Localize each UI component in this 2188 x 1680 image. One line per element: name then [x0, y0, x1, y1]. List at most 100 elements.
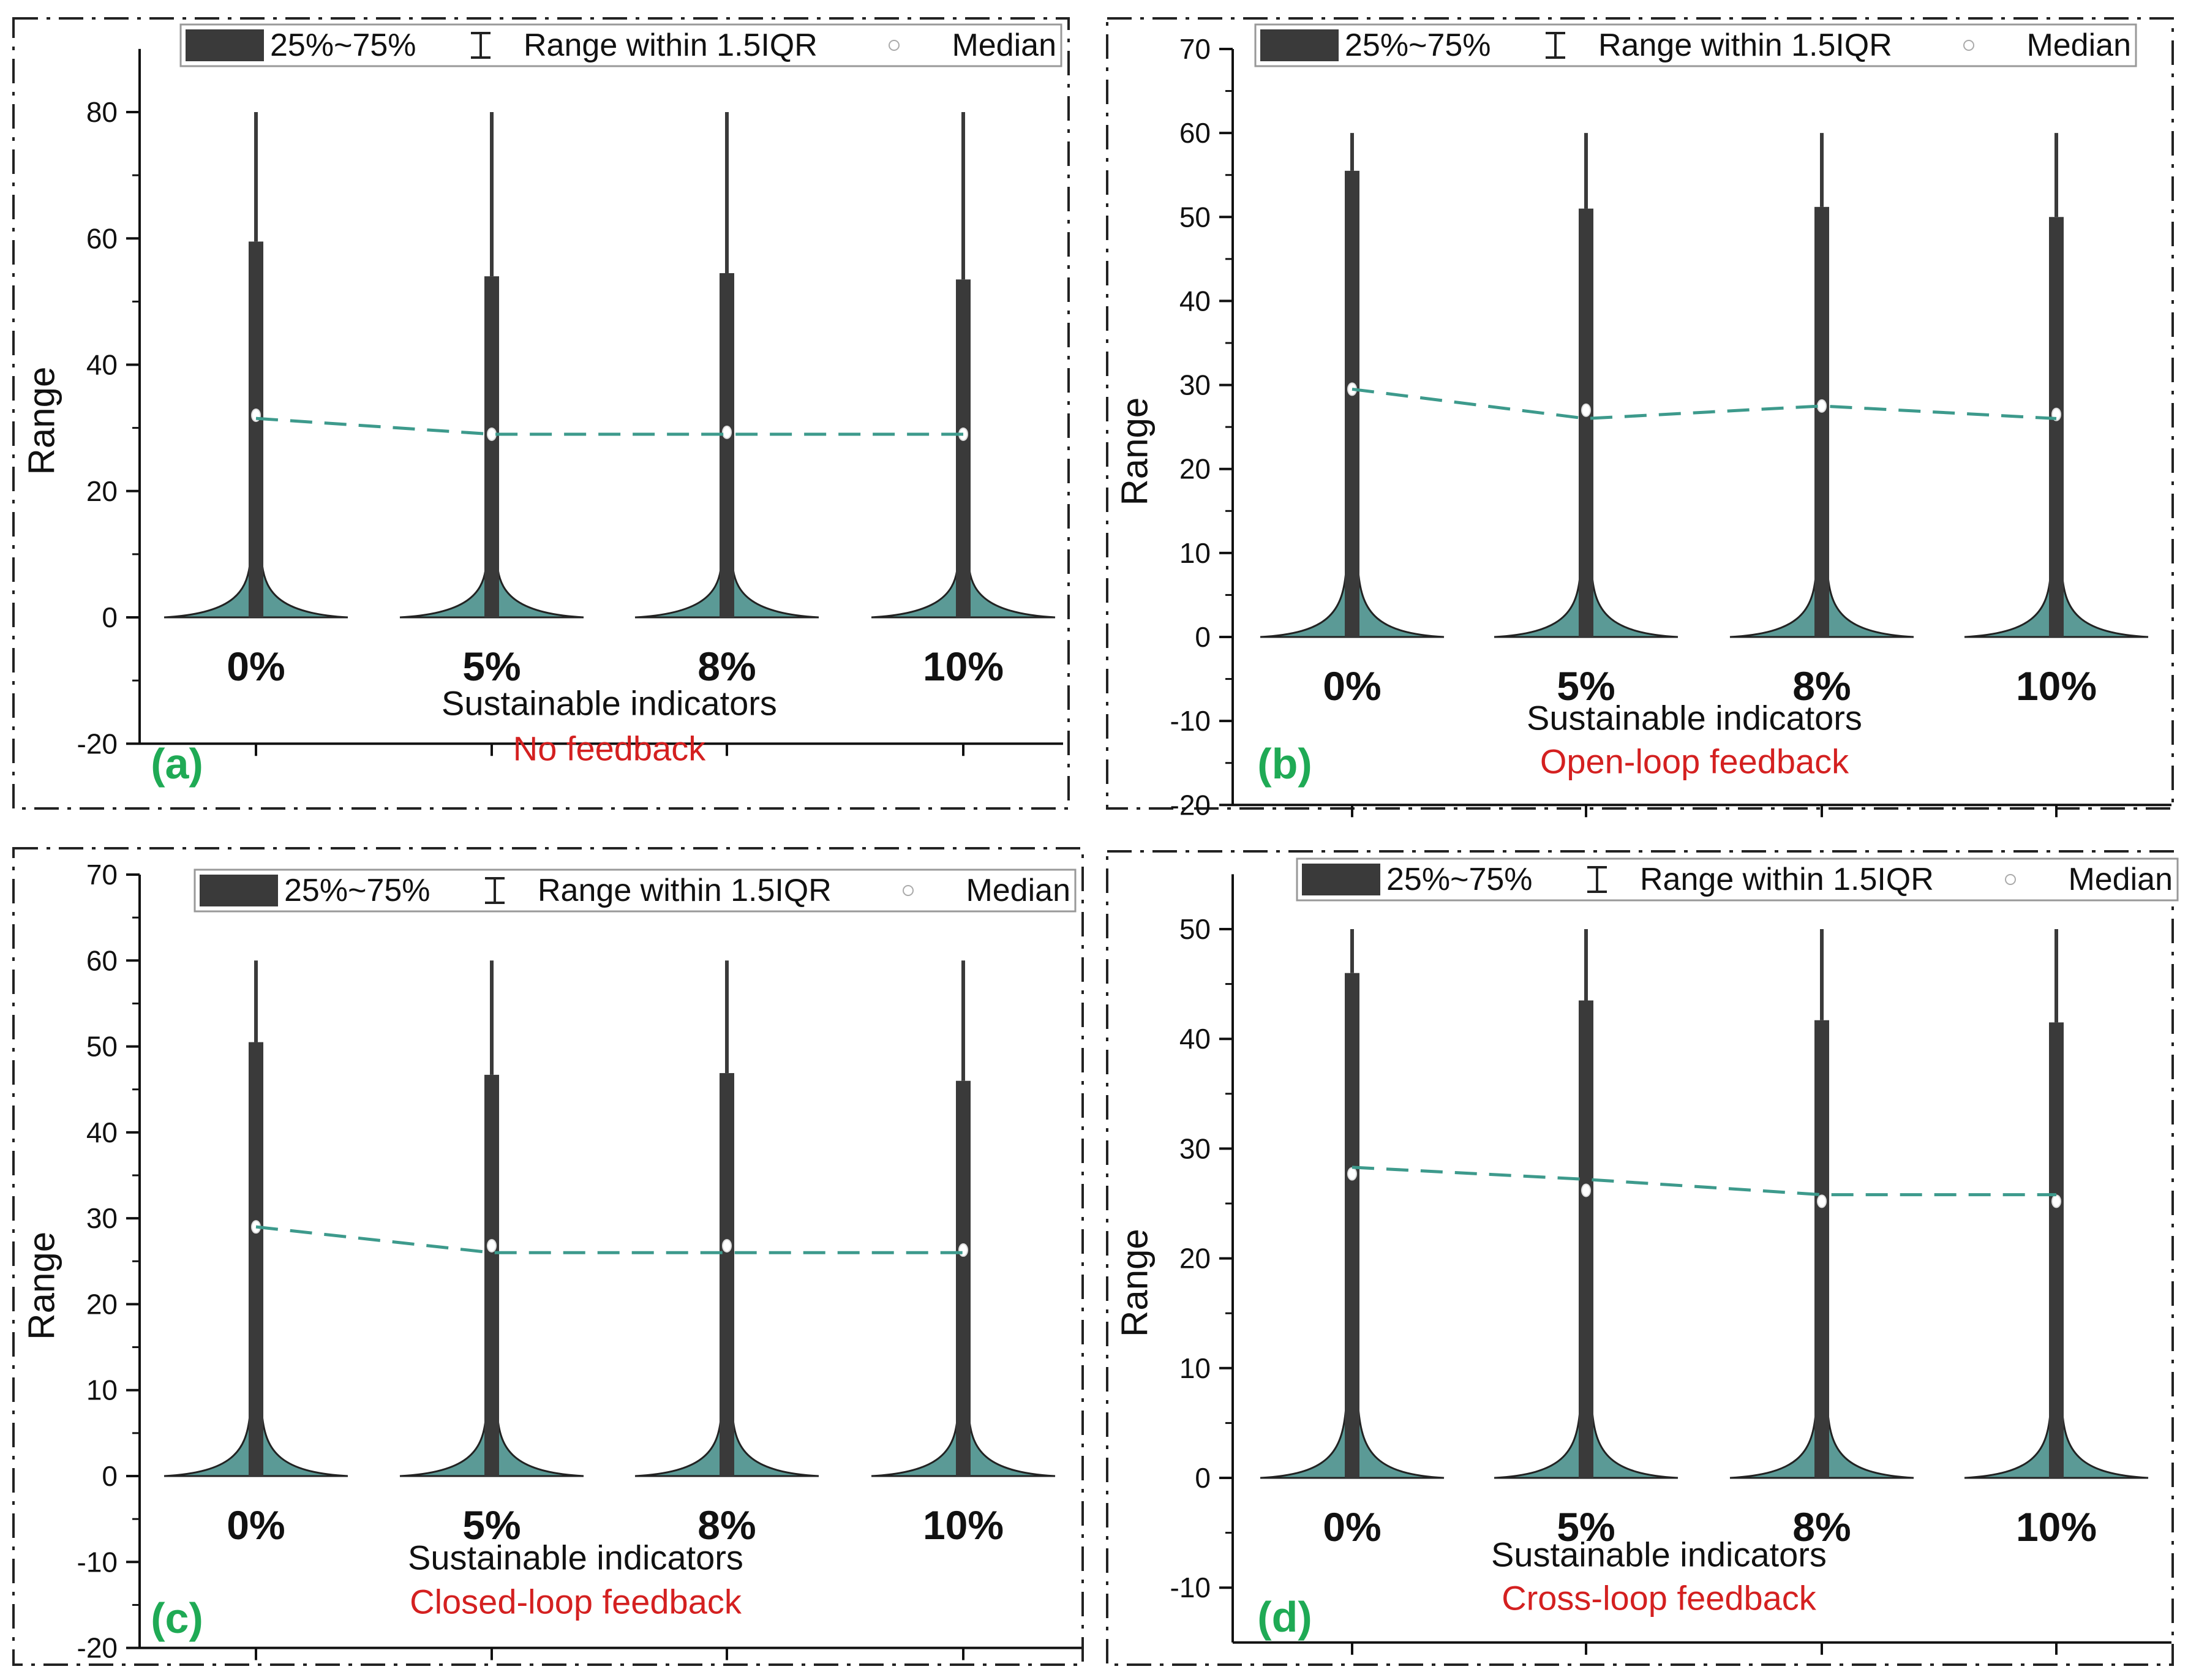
- y-tick-label: 70: [1179, 33, 1211, 65]
- x-tick-label: 8%: [697, 1502, 756, 1548]
- y-tick-label: 80: [86, 96, 118, 128]
- panel-label: (d): [1257, 1593, 1312, 1641]
- x-axis-label: Sustainable indicators: [1527, 699, 1862, 737]
- x-tick-label: 5%: [462, 1502, 521, 1548]
- legend-whisker-label: Range within 1.5IQR: [1598, 28, 1892, 63]
- iqr-box: [1579, 208, 1593, 638]
- panel-frame: [12, 847, 1084, 1666]
- violin-0: 0%: [164, 960, 348, 1548]
- y-tick-label: -20: [77, 1632, 118, 1664]
- legend: 25%~75% Range within 1.5IQR Median: [179, 23, 1062, 67]
- x-tick-label: 10%: [2016, 1504, 2097, 1550]
- y-tick-label: 60: [86, 222, 118, 254]
- legend-whisker-icon: [485, 877, 505, 904]
- iqr-box: [249, 241, 263, 617]
- legend-median-label: Median: [2068, 862, 2173, 897]
- panel-frame: [1106, 17, 2174, 810]
- iqr-box: [1814, 1020, 1829, 1478]
- median-marker: [1817, 1194, 1827, 1208]
- legend-whisker-icon: [471, 32, 491, 59]
- iqr-box: [720, 273, 734, 617]
- y-axis-label: Range: [21, 1232, 62, 1340]
- legend-median-icon: [1963, 40, 1974, 51]
- median-marker: [722, 425, 732, 439]
- violin-1: 5%: [399, 960, 584, 1548]
- legend-whisker-label: Range within 1.5IQR: [1640, 862, 1934, 897]
- violin-3: 10%: [871, 112, 1056, 689]
- panel-label: (c): [151, 1594, 203, 1642]
- median-marker: [722, 1239, 732, 1253]
- y-tick-label: 30: [1179, 1132, 1211, 1164]
- violin-2: 8%: [1729, 929, 1914, 1550]
- median-marker: [1581, 1183, 1591, 1197]
- legend-median-icon: [889, 40, 900, 51]
- iqr-box: [249, 1042, 263, 1476]
- violin-1: 5%: [1494, 929, 1679, 1550]
- x-tick-label: 5%: [1557, 1504, 1615, 1550]
- panel-caption: Closed-loop feedback: [410, 1583, 742, 1621]
- y-tick-label: -10: [77, 1546, 118, 1578]
- y-tick-label: -10: [1170, 705, 1211, 737]
- legend-median-icon: [903, 885, 914, 896]
- median-marker: [2051, 1194, 2061, 1208]
- legend-box: [1254, 23, 2137, 67]
- y-tick-label: 30: [1179, 369, 1211, 401]
- x-axis-label: Sustainable indicators: [442, 684, 777, 723]
- x-tick-label: 5%: [1557, 663, 1615, 709]
- iqr-box: [1579, 1000, 1593, 1478]
- median-marker: [1347, 1167, 1357, 1181]
- legend-median-label: Median: [2026, 28, 2131, 63]
- panel-label: (b): [1257, 740, 1312, 788]
- y-tick-label: 40: [1179, 1023, 1211, 1055]
- violin-0: 0%: [1260, 133, 1445, 709]
- legend-box: [1296, 857, 2179, 902]
- y-tick-label: -10: [1170, 1572, 1211, 1603]
- y-tick-label: 30: [86, 1202, 118, 1234]
- panel-label: (a): [151, 740, 203, 788]
- y-tick-label: 50: [1179, 913, 1211, 945]
- legend: 25%~75% Range within 1.5IQR Median: [1254, 23, 2137, 67]
- legend-iqr-label: 25%~75%: [270, 28, 416, 63]
- legend-iqr-swatch: [1302, 864, 1380, 895]
- violin-1: 5%: [399, 112, 584, 689]
- median-marker: [1817, 399, 1827, 413]
- y-tick-label: 20: [86, 475, 118, 507]
- legend-iqr-swatch: [200, 875, 278, 906]
- iqr-box: [720, 1073, 734, 1476]
- legend-median-label: Median: [966, 873, 1070, 908]
- x-tick-label: 8%: [1792, 1504, 1851, 1550]
- iqr-box: [956, 1080, 971, 1476]
- x-tick-label: 8%: [1792, 663, 1851, 709]
- chart-panel-1: -20 -10 0 10 20 30 40 50 60 70 Range 0% 5% 8% 10% Susta…: [1106, 17, 2174, 821]
- x-tick-label: 0%: [227, 1502, 285, 1548]
- legend-median-label: Median: [952, 28, 1056, 63]
- legend-iqr-label: 25%~75%: [1345, 28, 1491, 63]
- legend-whisker-label: Range within 1.5IQR: [524, 28, 818, 63]
- mean-line: [255, 1225, 963, 1254]
- iqr-box: [1814, 206, 1829, 637]
- median-marker: [487, 427, 497, 441]
- mean-line: [1352, 387, 2057, 420]
- legend-iqr-label: 25%~75%: [1386, 862, 1533, 897]
- violin-3: 10%: [871, 960, 1056, 1548]
- y-tick-label: 0: [102, 601, 118, 633]
- x-tick-label: 10%: [923, 1502, 1004, 1548]
- legend: 25%~75% Range within 1.5IQR Median: [194, 868, 1077, 913]
- x-tick-label: 10%: [2016, 663, 2097, 709]
- x-tick-label: 0%: [1323, 1504, 1381, 1550]
- y-tick-label: 40: [86, 1117, 118, 1148]
- y-tick-label: 20: [1179, 1243, 1211, 1275]
- legend-whisker-icon: [1587, 866, 1607, 893]
- violin-2: 8%: [1729, 133, 1914, 709]
- y-tick-label: 20: [1179, 453, 1211, 485]
- y-axis-label: Range: [1115, 397, 1156, 506]
- x-axis-label: Sustainable indicators: [408, 1539, 743, 1577]
- y-tick-label: 0: [1195, 1462, 1211, 1494]
- y-tick-label: 20: [86, 1288, 118, 1320]
- y-tick-label: 70: [86, 859, 118, 891]
- median-marker: [487, 1239, 497, 1253]
- mean-line: [255, 416, 963, 436]
- median-marker: [958, 1243, 968, 1257]
- legend-whisker-icon: [1546, 32, 1565, 59]
